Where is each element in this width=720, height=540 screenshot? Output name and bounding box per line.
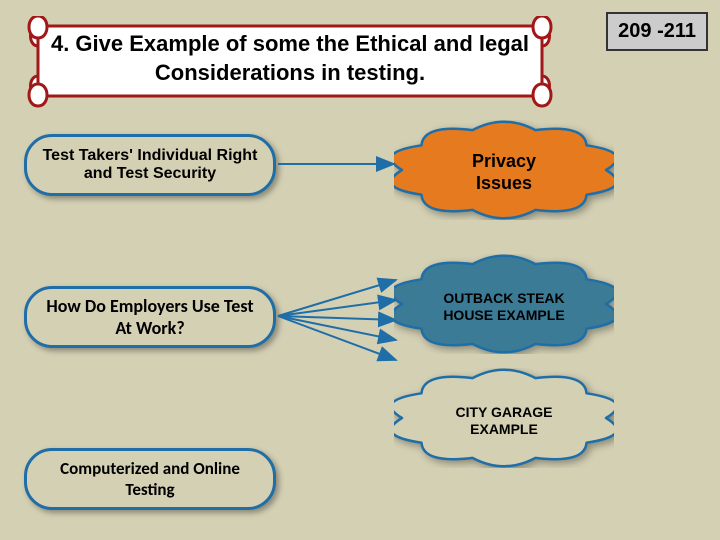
cloud-outback: OUTBACK STEAKHOUSE EXAMPLE: [394, 254, 614, 354]
page-reference-box: 209 -211: [606, 12, 708, 51]
cloud-label: PrivacyIssues: [394, 120, 614, 220]
topic-pill-employers: How Do Employers Use Test At Work?: [24, 286, 276, 348]
cloud-city-garage: CITY GARAGEEXAMPLE: [394, 368, 614, 468]
page-reference-text: 209 -211: [618, 20, 696, 42]
slide-title: 4. Give Example of some the Ethical and …: [44, 30, 536, 87]
topic-pill-test-takers: Test Takers' Individual Right and Test S…: [24, 134, 276, 196]
topic-pill-computerized: Computerized and Online Testing: [24, 448, 276, 510]
topic-pill-label: Test Takers' Individual Right and Test S…: [41, 147, 259, 183]
cloud-label: OUTBACK STEAKHOUSE EXAMPLE: [394, 254, 614, 354]
topic-pill-label: How Do Employers Use Test At Work?: [41, 295, 259, 339]
cloud-label: CITY GARAGEEXAMPLE: [394, 368, 614, 468]
cloud-privacy: PrivacyIssues: [394, 120, 614, 220]
topic-pill-label: Computerized and Online Testing: [41, 458, 259, 500]
slide-canvas: 209 -211 4. Give Example of some the Eth…: [0, 0, 720, 540]
